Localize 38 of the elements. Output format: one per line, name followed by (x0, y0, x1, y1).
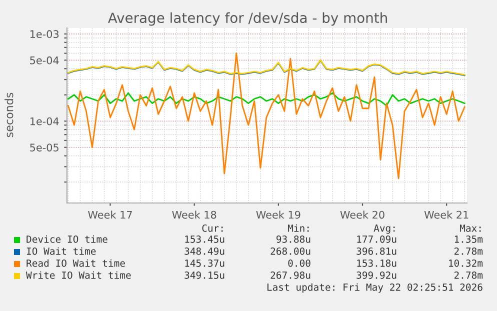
text: 267.98u (270, 271, 310, 279)
legend-label: Read IO Wait time (26, 259, 125, 267)
x-tick-label: Week 17 (88, 210, 132, 219)
x-tick-label: Week 18 (172, 210, 216, 219)
text: 268.00u (270, 247, 310, 255)
y-axis-title: seconds (4, 92, 14, 138)
text: 349.15u (184, 271, 224, 279)
text: Avg: (374, 224, 395, 234)
text: 177.09u (357, 235, 396, 243)
y-tick-label: 1e-04 (30, 117, 59, 126)
text: 0.00 (288, 259, 310, 267)
text: 153.18u (357, 259, 396, 267)
text: Min: (288, 224, 309, 232)
text: Cur: (202, 224, 223, 232)
legend-label: Device IO time (26, 235, 108, 243)
legend-label: IO Wait time (26, 247, 96, 255)
text: 153.45u (185, 235, 224, 243)
text: 1.35m (454, 235, 483, 243)
text: 145.37u (185, 259, 224, 267)
text: 348.49u (184, 247, 224, 255)
text: 10.32m (449, 259, 483, 267)
text: 2.78m (454, 271, 483, 279)
y-tick-label: 5e-04 (30, 56, 59, 64)
text: 396.81u (356, 247, 396, 255)
text: Last update: Fri May 22 02:25:51 2026 (267, 283, 482, 293)
x-tick-label: Week 20 (340, 210, 384, 219)
line-series (68, 52, 466, 180)
text: 399.92u (356, 271, 396, 279)
x-tick-label: Week 19 (256, 210, 300, 219)
y-tick-label: 5e-05 (30, 144, 58, 152)
y-tick-label: 1e-03 (30, 30, 59, 38)
chart-title: Average latency for /dev/sda - by month (108, 12, 387, 26)
text: 2.78m (454, 247, 483, 255)
text: 93.88u (276, 235, 310, 243)
x-tick-label: Week 21 (424, 210, 468, 219)
line-series (68, 92, 466, 106)
legend-label: Write IO Wait time (26, 271, 131, 279)
text: Max: (460, 224, 481, 232)
